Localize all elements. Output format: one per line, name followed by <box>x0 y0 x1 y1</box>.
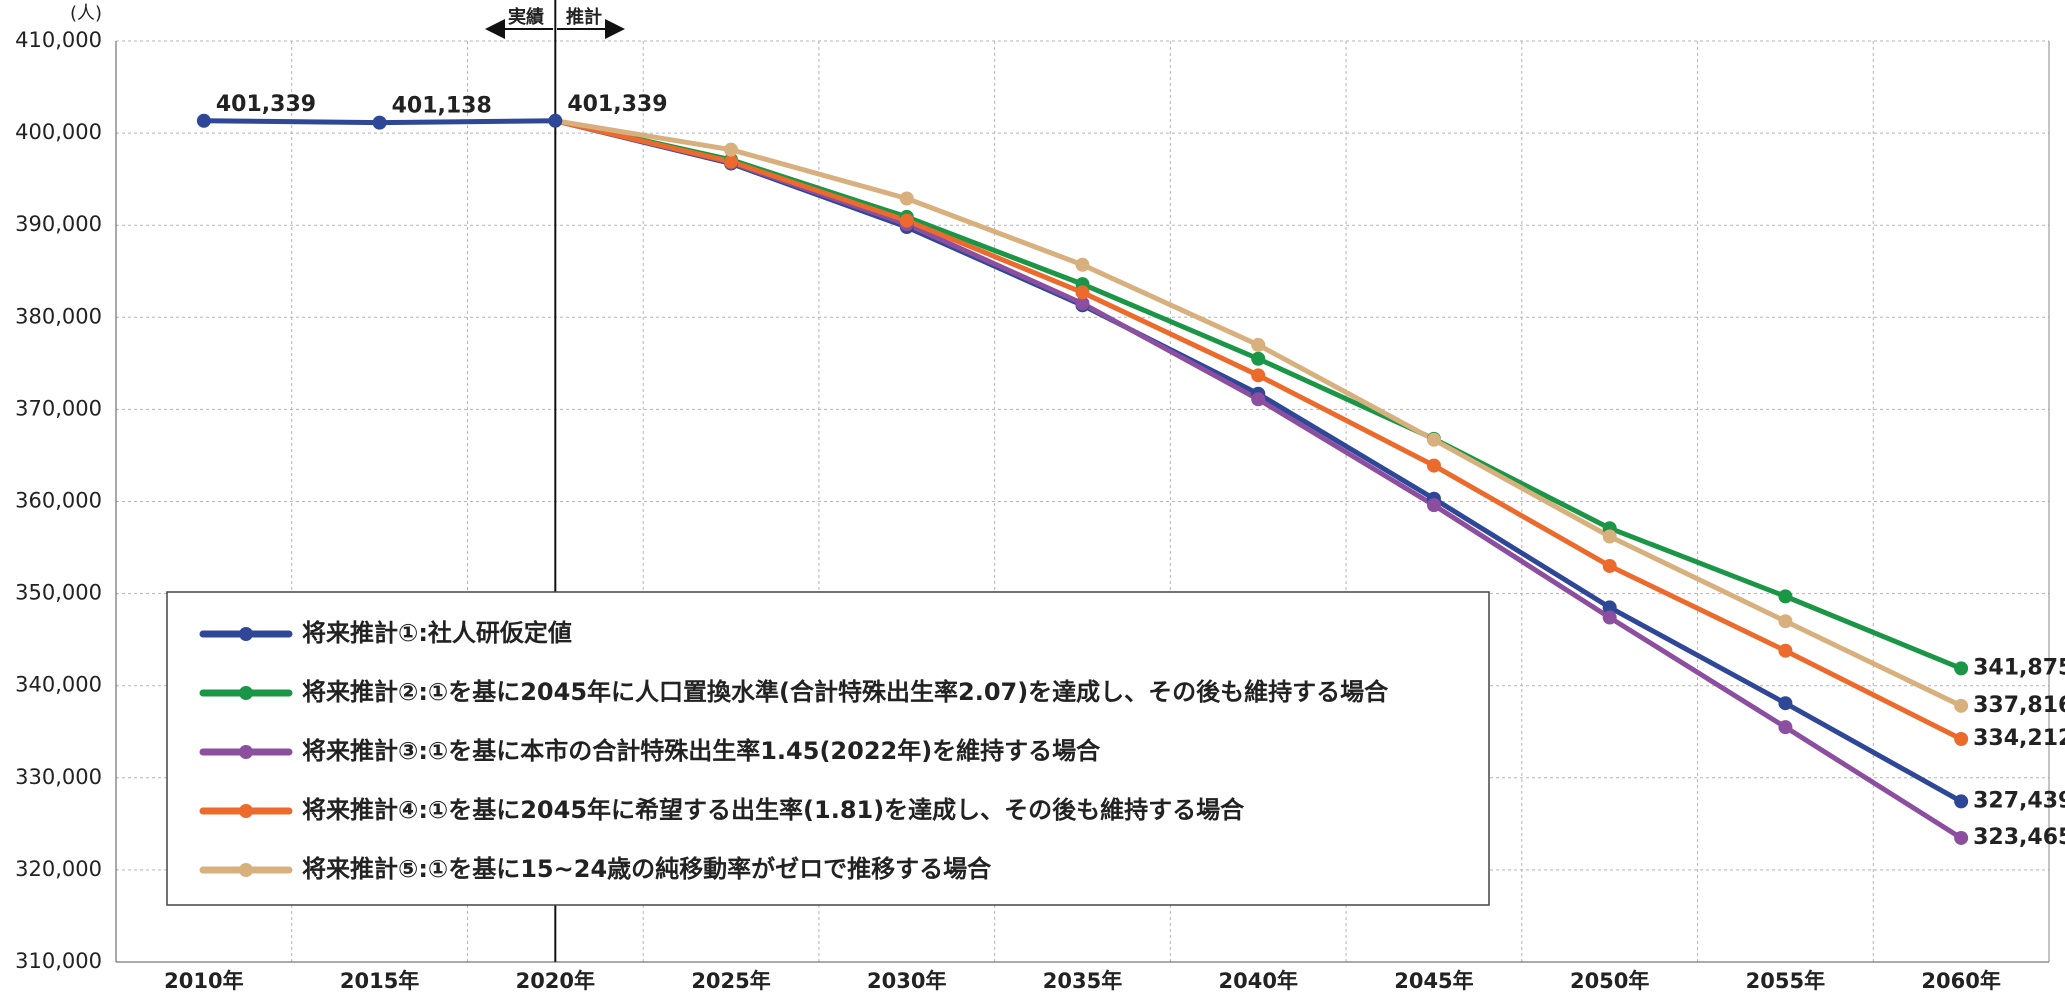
data-point <box>372 115 387 130</box>
data-point <box>1602 529 1617 544</box>
data-point <box>1954 661 1969 676</box>
data-point <box>1602 610 1617 625</box>
data-point <box>1251 337 1266 352</box>
data-point <box>548 113 563 128</box>
data-point <box>1954 830 1969 845</box>
y-unit: (人) <box>70 3 102 24</box>
x-tick-label: 2060年 <box>1921 969 2000 992</box>
legend-label: 将来推計①:社人研仮定値 <box>302 619 572 647</box>
y-tick-label: 360,000 <box>15 489 102 513</box>
x-tick-label: 2025年 <box>691 969 770 992</box>
data-point <box>724 142 739 157</box>
x-tick-label: 2035年 <box>1043 969 1122 992</box>
data-label: 323,465 <box>1973 825 2065 850</box>
x-tick-label: 2015年 <box>340 969 419 992</box>
legend-swatch-dot <box>239 627 253 641</box>
x-tick-label: 2050年 <box>1570 969 1649 992</box>
x-tick-label: 2020年 <box>516 969 595 992</box>
data-point <box>1778 720 1793 735</box>
data-point <box>1778 614 1793 629</box>
data-point <box>1426 498 1441 513</box>
x-tick-label: 2040年 <box>1219 969 1298 992</box>
data-label: 401,339 <box>216 92 316 117</box>
data-point <box>1954 698 1969 713</box>
annotation: 推計 <box>566 6 602 28</box>
y-tick-label: 410,000 <box>15 28 102 52</box>
data-point <box>1075 296 1090 311</box>
data-point <box>1251 392 1266 407</box>
data-point <box>1075 257 1090 272</box>
data-point <box>1426 458 1441 473</box>
legend-swatch-dot <box>239 804 253 818</box>
data-point <box>1251 368 1266 383</box>
x-tick-label: 2055年 <box>1746 969 1825 992</box>
data-point <box>1778 643 1793 658</box>
legend-swatch-dot <box>239 686 253 700</box>
legend-swatch-dot <box>239 863 253 877</box>
y-tick-label: 370,000 <box>15 396 102 420</box>
data-label: 327,439 <box>1973 788 2065 813</box>
data-point <box>196 113 211 128</box>
data-point <box>1602 600 1617 615</box>
data-point <box>1954 732 1969 747</box>
x-tick-label: 2045年 <box>1394 969 1473 992</box>
y-tick-label: 390,000 <box>15 212 102 236</box>
x-tick-label: 2010年 <box>164 969 243 992</box>
data-point <box>724 154 739 169</box>
data-label: 337,816 <box>1973 693 2065 718</box>
y-tick-label: 380,000 <box>15 304 102 328</box>
data-point <box>899 213 914 228</box>
data-point <box>1251 351 1266 366</box>
data-label: 401,138 <box>392 94 492 119</box>
legend-label: 将来推計③:①を基に本市の合計特殊出生率1.45(2022年)を維持する場合 <box>302 737 1101 765</box>
data-point <box>1602 558 1617 573</box>
data-label: 341,875 <box>1973 655 2065 680</box>
legend-swatch-dot <box>239 745 253 759</box>
data-label: 334,212 <box>1973 726 2065 751</box>
data-point <box>899 191 914 206</box>
data-point <box>1778 589 1793 604</box>
annotation: 実績 <box>508 6 544 28</box>
y-tick-label: 320,000 <box>15 857 102 881</box>
data-point <box>1778 696 1793 711</box>
legend <box>166 591 1490 906</box>
x-tick-label: 2030年 <box>867 969 946 992</box>
data-point <box>1426 432 1441 447</box>
data-point <box>1954 794 1969 809</box>
legend-label: 将来推計④:①を基に2045年に希望する出生率(1.81)を達成し、その後も維持… <box>302 796 1245 824</box>
legend-label: 将来推計②:①を基に2045年に人口置換水準(合計特殊出生率2.07)を達成し、… <box>302 678 1389 706</box>
data-point <box>1075 285 1090 300</box>
y-tick-label: 340,000 <box>15 673 102 697</box>
y-tick-label: 310,000 <box>15 949 102 973</box>
legend-label: 将来推計⑤:①を基に15~24歳の純移動率がゼロで推移する場合 <box>302 855 992 883</box>
y-tick-label: 330,000 <box>15 765 102 789</box>
data-label: 401,339 <box>567 92 667 117</box>
y-tick-label: 400,000 <box>15 120 102 144</box>
y-tick-label: 350,000 <box>15 581 102 605</box>
